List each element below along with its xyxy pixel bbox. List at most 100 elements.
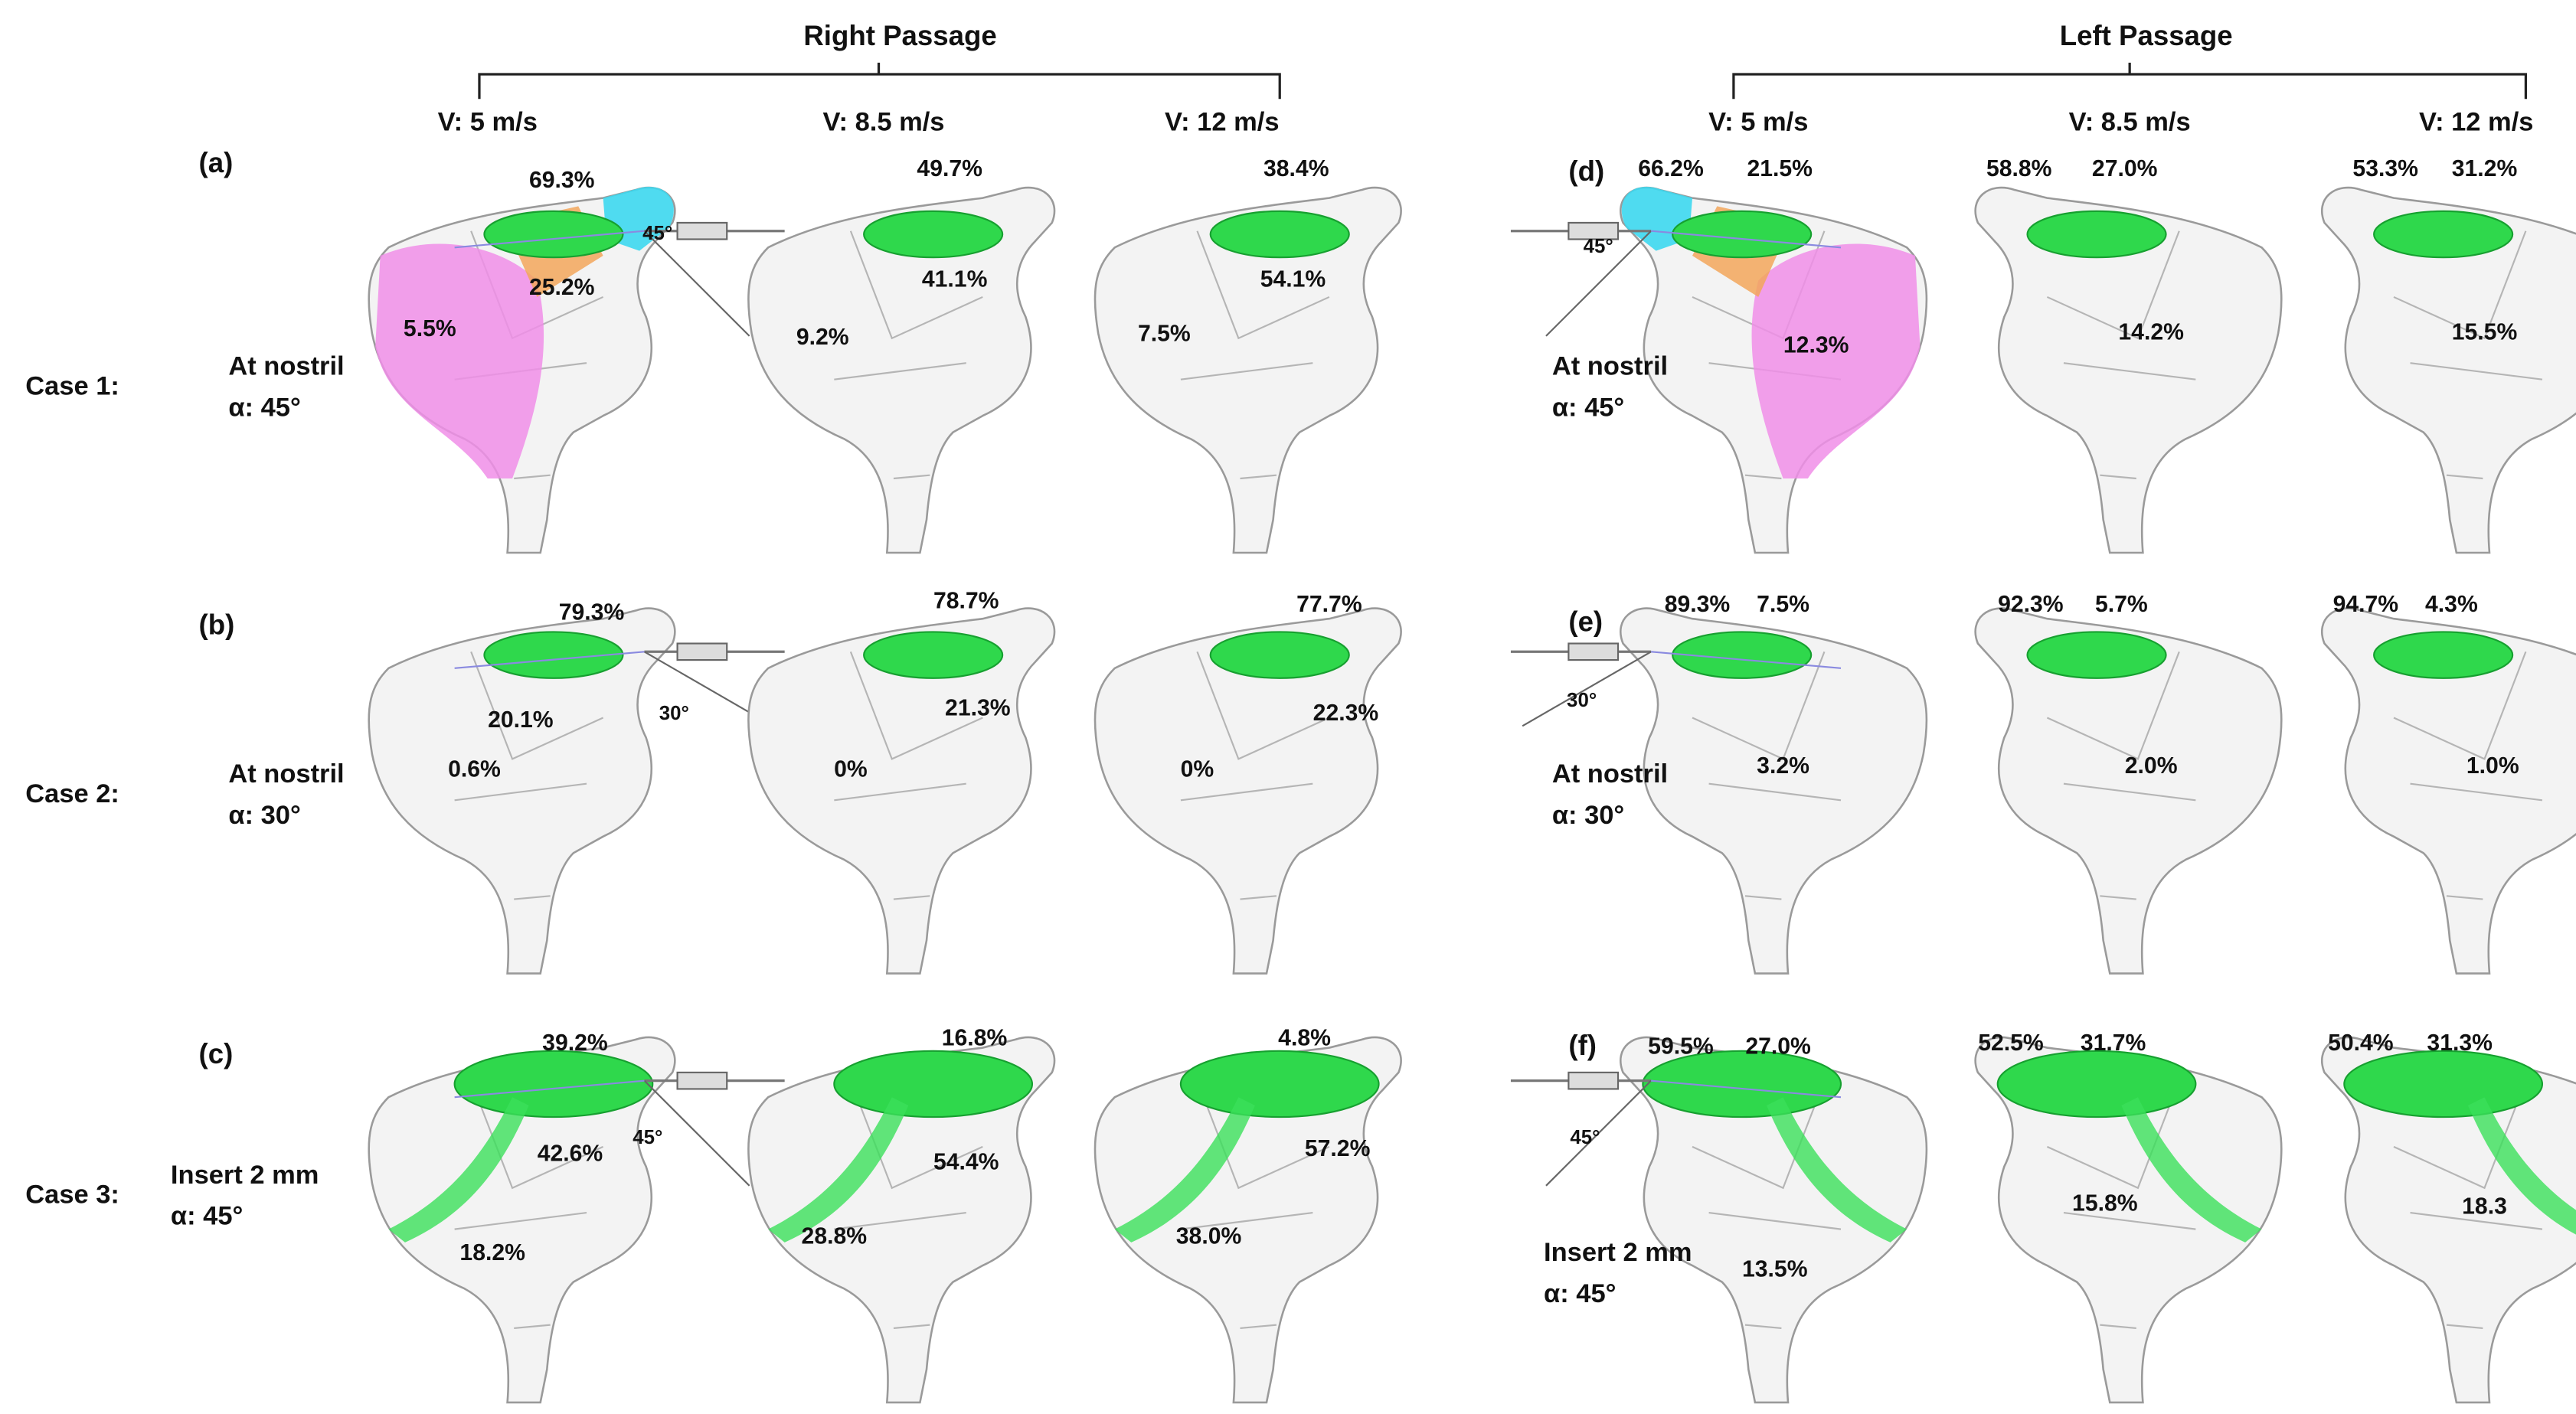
case-label: Case 3: (25, 1181, 119, 1210)
deposition-percent: 5.7% (2095, 592, 2148, 617)
deposition-percent: 92.3% (1998, 592, 2064, 617)
deposition-percent: 59.5% (1648, 1034, 1714, 1060)
angle-label: 30° (1567, 690, 1597, 711)
syringe-body (676, 221, 728, 240)
deposition-percent: 54.1% (1260, 266, 1326, 292)
velocity-label: V: 8.5 m/s (2069, 108, 2191, 137)
deposition (863, 631, 1004, 679)
deposition-percent: 0% (834, 756, 868, 782)
condition-text: At nostril (228, 352, 344, 381)
deposition-percent: 15.5% (2452, 319, 2518, 345)
region-lower (375, 243, 544, 479)
condition-text: α: 45° (1544, 1279, 1616, 1308)
syringe-body (1568, 221, 1620, 240)
deposition-percent: 41.1% (922, 266, 988, 292)
deposition-percent: 22.3% (1313, 700, 1379, 726)
axis-line (454, 651, 645, 669)
deposition-percent: 31.7% (2081, 1030, 2146, 1056)
deposition (1672, 631, 1813, 679)
nasal-model (2320, 607, 2576, 975)
deposition-percent: 27.0% (1745, 1034, 1811, 1060)
case-label: Case 1: (25, 372, 119, 401)
angle-label: 45° (633, 1127, 662, 1148)
condition-text: Insert 2 mm (1544, 1238, 1692, 1267)
deposition-percent: 38.4% (1263, 156, 1329, 181)
axis-line (1651, 651, 1842, 669)
deposition-percent: 9.2% (796, 325, 849, 350)
nasal-model (2320, 186, 2576, 554)
right-bracket (478, 62, 1281, 100)
deposition-percent: 53.3% (2352, 156, 2418, 181)
deposition-percent: 15.8% (2072, 1190, 2138, 1216)
deposition-percent: 50.4% (2328, 1030, 2394, 1056)
deposition (1209, 631, 1350, 679)
deposition-percent: 7.5% (1138, 321, 1191, 346)
panel-label: (a) (199, 147, 234, 178)
syringe-body (1568, 642, 1620, 661)
deposition-percent: 0.6% (448, 756, 501, 782)
deposition-percent: 16.8% (942, 1026, 1008, 1051)
condition-text: α: 45° (228, 394, 300, 423)
deposition-percent: 0% (1181, 756, 1214, 782)
nasal-model (1093, 186, 1402, 554)
nasal-model (2320, 1036, 2576, 1404)
deposition-spray (388, 1097, 529, 1243)
deposition (1642, 1050, 1842, 1118)
condition-text: α: 30° (1552, 801, 1624, 830)
deposition-percent: 31.2% (2452, 156, 2518, 181)
deposition-percent: 78.7% (933, 589, 999, 614)
deposition-percent: 77.7% (1296, 592, 1362, 617)
velocity-label: V: 5 m/s (438, 108, 538, 137)
angle-line (1545, 1079, 1652, 1187)
deposition-percent: 52.5% (1978, 1030, 2044, 1056)
right-passage-title: Right Passage (803, 20, 996, 51)
nasal-model (1093, 1036, 1402, 1404)
deposition-percent: 18.2% (459, 1240, 525, 1265)
deposition (833, 1050, 1034, 1118)
nasal-model (368, 1036, 785, 1404)
deposition-percent: 28.8% (802, 1223, 868, 1249)
deposition-percent: 5.5% (404, 316, 456, 341)
deposition-percent: 89.3% (1665, 592, 1731, 617)
deposition-percent: 27.0% (2092, 156, 2158, 181)
region-lower (1751, 243, 1921, 479)
nasal-model (368, 607, 785, 975)
deposition (453, 1050, 654, 1118)
angle-label: 30° (659, 703, 689, 724)
axis-line (1651, 1079, 1842, 1099)
left-passage-title: Left Passage (2060, 20, 2233, 51)
deposition-spray (1767, 1097, 1907, 1243)
nasal-model (1510, 186, 1928, 554)
velocity-label: V: 5 m/s (1708, 108, 1808, 137)
left-bracket (1732, 62, 2528, 100)
condition-text: At nostril (1552, 759, 1668, 789)
deposition-percent: 79.3% (559, 600, 625, 625)
condition-text: α: 30° (228, 801, 300, 830)
deposition (2026, 631, 2167, 679)
deposition-percent: 49.7% (917, 156, 982, 181)
deposition-percent: 4.8% (1278, 1026, 1331, 1051)
deposition-spray (1114, 1097, 1255, 1243)
nasal-model (1510, 607, 1928, 975)
syringe-body (1568, 1071, 1620, 1090)
deposition (2026, 210, 2167, 259)
deposition (1179, 1050, 1380, 1118)
deposition-percent: 66.2% (1638, 156, 1704, 181)
deposition-percent: 58.8% (1986, 156, 2052, 181)
deposition (1996, 1050, 2197, 1118)
deposition-percent: 25.2% (529, 275, 595, 300)
deposition-percent: 2.0% (2125, 753, 2178, 779)
angle-line (643, 1079, 750, 1187)
deposition-percent: 21.3% (945, 696, 1011, 721)
deposition-percent: 13.5% (1742, 1256, 1808, 1282)
deposition-percent: 38.0% (1176, 1223, 1242, 1249)
condition-text: α: 45° (171, 1202, 243, 1231)
velocity-label: V: 8.5 m/s (822, 108, 944, 137)
deposition-percent: 54.4% (933, 1149, 999, 1174)
deposition-percent: 57.2% (1305, 1136, 1371, 1161)
deposition (483, 210, 624, 259)
nasal-model (1510, 1036, 1928, 1404)
panel-label: (d) (1568, 155, 1604, 187)
syringe-body (676, 1071, 728, 1090)
deposition-spray (768, 1097, 909, 1243)
